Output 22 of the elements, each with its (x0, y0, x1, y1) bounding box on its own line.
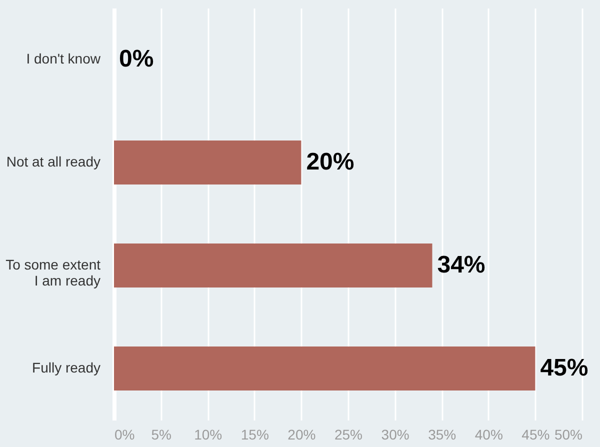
bar (114, 140, 302, 184)
x-tick-label: 30% (381, 426, 410, 442)
x-tick-label: 50% (554, 426, 582, 442)
y-tick-label: To some extent I am ready (6, 256, 101, 288)
x-tick-label: 45% (522, 426, 550, 442)
data-label: 34% (437, 252, 486, 278)
x-tick-label: 40% (474, 426, 503, 442)
x-tick-label: 0% (114, 426, 135, 442)
bar (114, 346, 536, 390)
y-tick-label: I don't know (26, 50, 102, 66)
x-tick-label: 10% (194, 426, 222, 442)
y-tick-label: Fully ready (32, 360, 100, 376)
data-label: 0% (119, 46, 154, 72)
x-tick-label: 20% (288, 426, 316, 442)
y-tick-label: Not at all ready (6, 154, 100, 170)
bar (114, 244, 432, 288)
x-tick-label: 5% (151, 426, 172, 442)
x-tick-label: 15% (240, 426, 269, 442)
data-label: 20% (306, 148, 354, 176)
x-tick-label: 25% (334, 426, 363, 442)
x-tick-label: 35% (428, 426, 456, 442)
data-label: 45% (540, 354, 588, 382)
